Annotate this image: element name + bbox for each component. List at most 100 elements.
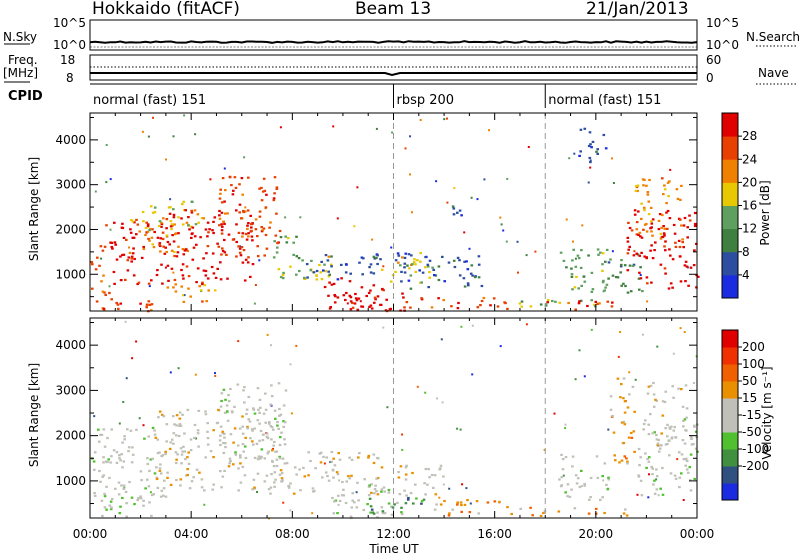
data-cell — [385, 298, 388, 301]
data-cell — [400, 506, 403, 509]
data-cell — [187, 287, 190, 290]
data-cell — [667, 195, 670, 198]
data-cell — [244, 436, 247, 439]
data-cell — [236, 383, 240, 386]
data-cell — [142, 245, 145, 249]
data-cell — [323, 462, 326, 465]
data-cell — [102, 474, 105, 477]
data-cell — [280, 480, 283, 483]
data-cell — [260, 455, 263, 458]
data-cell — [612, 431, 616, 434]
data-cell — [658, 213, 662, 216]
data-cell — [367, 456, 370, 459]
data-cell — [685, 459, 689, 463]
data-cell — [284, 235, 287, 238]
data-cell — [232, 189, 235, 192]
data-cell — [270, 426, 274, 429]
data-cell — [672, 396, 675, 399]
data-cell — [626, 462, 629, 465]
data-cell — [154, 436, 158, 439]
data-cell — [577, 287, 580, 290]
data-cell — [273, 440, 276, 444]
data-cell — [109, 461, 112, 464]
data-cell — [298, 468, 301, 471]
data-cell — [566, 483, 570, 486]
data-cell — [266, 452, 270, 455]
data-cell — [193, 436, 196, 439]
data-cell — [650, 222, 654, 225]
data-cell — [254, 284, 257, 286]
data-cell — [419, 252, 422, 255]
data-cell — [668, 248, 671, 251]
colorbar-bin — [722, 330, 738, 348]
data-cell — [115, 451, 119, 454]
data-cell — [684, 384, 688, 387]
data-cell — [281, 457, 285, 460]
colorbar-tick-label: -50 — [742, 425, 762, 439]
data-cell — [309, 459, 312, 463]
data-cell — [199, 289, 203, 292]
data-cell — [259, 406, 262, 409]
data-cell — [109, 508, 113, 511]
data-cell — [420, 502, 423, 505]
data-cell — [628, 245, 631, 248]
data-cell — [591, 140, 595, 143]
frequency-line — [90, 72, 697, 77]
data-cell — [130, 461, 134, 464]
data-cell — [369, 511, 372, 514]
data-cell — [220, 232, 224, 235]
data-cell — [315, 269, 319, 273]
data-cell — [214, 372, 216, 375]
data-cell — [575, 275, 578, 279]
data-cell — [264, 421, 267, 424]
data-cell — [574, 265, 578, 268]
data-cell — [192, 476, 195, 479]
data-cell — [232, 441, 235, 444]
data-cell — [209, 450, 213, 453]
time-tick-label: 12:00 — [376, 527, 411, 541]
data-cell — [247, 395, 251, 399]
data-cell — [219, 425, 223, 428]
data-cell — [164, 266, 167, 269]
data-cell — [676, 197, 680, 200]
data-cell — [233, 405, 236, 408]
data-cell — [318, 263, 321, 267]
data-cell — [694, 447, 698, 450]
data-cell — [447, 261, 451, 264]
data-cell — [665, 211, 668, 214]
data-cell — [482, 296, 486, 300]
data-cell — [324, 471, 328, 474]
data-cell — [587, 144, 591, 148]
data-cell — [571, 288, 574, 291]
data-cell — [356, 186, 359, 189]
data-cell — [681, 241, 684, 244]
data-cell — [171, 234, 174, 237]
data-cell — [162, 494, 165, 497]
data-cell — [647, 385, 651, 388]
y-tick-label: 2000 — [55, 222, 86, 236]
data-cell — [386, 406, 389, 409]
noise-panel: N.Sky 10^5 10^0 10^5 10^0 N.Search — [3, 16, 800, 52]
data-cell — [125, 515, 128, 518]
data-cell — [428, 276, 431, 279]
data-cell — [369, 271, 373, 274]
data-cell — [453, 265, 457, 269]
data-cell — [690, 435, 693, 439]
data-cell — [618, 461, 621, 464]
data-cell — [655, 434, 658, 437]
data-cell — [169, 206, 172, 209]
data-cell — [262, 412, 266, 415]
data-cell — [307, 474, 310, 477]
data-cell — [108, 504, 112, 507]
data-cell — [328, 273, 331, 276]
data-cell — [166, 286, 170, 289]
data-cell — [456, 501, 459, 504]
data-cell — [350, 506, 354, 509]
data-cell — [223, 200, 226, 203]
data-cell — [181, 450, 184, 453]
data-cell — [441, 401, 444, 404]
data-cell — [580, 284, 583, 287]
data-cell — [411, 211, 413, 214]
data-cell — [266, 333, 269, 336]
data-cell — [369, 505, 373, 508]
